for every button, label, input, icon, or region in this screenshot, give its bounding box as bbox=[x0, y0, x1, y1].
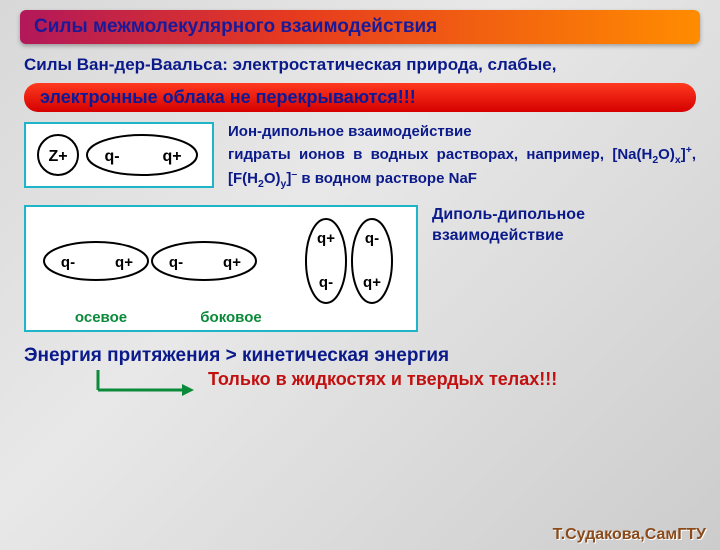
axial-label: осевое bbox=[36, 309, 166, 326]
dipole-neg: q- bbox=[104, 148, 119, 165]
ion-dipole-row: Z+ q- q+ Ион-дипольное взаимодействие ги… bbox=[0, 122, 720, 191]
dipole-dipole-diagram: q- q+ q- q+ q+ q- q- q+ осевое боковое bbox=[24, 205, 418, 332]
dd-a2-neg: q- bbox=[169, 254, 183, 271]
ion-label: Z+ bbox=[48, 148, 67, 165]
title-text: Силы межмолекулярного взаимодействия bbox=[34, 16, 437, 37]
side-label: боковое bbox=[166, 309, 296, 326]
highlight-text: электронные облака не перекрываются!!! bbox=[40, 87, 416, 107]
dd-v2-pos: q+ bbox=[363, 274, 381, 291]
ion-dipole-text: гидраты ионов в водных растворах, наприм… bbox=[228, 146, 696, 187]
dd-a1-neg: q- bbox=[61, 254, 75, 271]
dd-v1-pos: q+ bbox=[317, 230, 335, 247]
conclusion-text: Только в жидкостях и твердых телах!!! bbox=[208, 368, 696, 391]
arrow-icon bbox=[90, 368, 200, 408]
dd-v1-neg: q- bbox=[319, 274, 333, 291]
dd-v2-neg: q- bbox=[365, 230, 379, 247]
ion-dipole-description: Ион-дипольное взаимодействие гидраты ион… bbox=[228, 122, 696, 191]
energy-line: Энергия притяжения > кинетическая энерги… bbox=[0, 332, 720, 368]
highlight-bar: электронные облака не перекрываются!!! bbox=[24, 83, 696, 112]
dipole-dipole-row: q- q+ q- q+ q+ q- q- q+ осевое боковое Д… bbox=[0, 191, 720, 332]
ion-dipole-heading: Ион-дипольное взаимодействие bbox=[228, 123, 472, 140]
dipole-dipole-heading: Диполь-дипольное взаимодействие bbox=[432, 205, 696, 247]
dipole-pos: q+ bbox=[162, 148, 181, 165]
dipole-dipole-svg: q- q+ q- q+ q+ q- q- q+ bbox=[36, 215, 406, 307]
dd-a2-pos: q+ bbox=[223, 254, 241, 271]
signature: Т.Судакова,СамГТУ bbox=[553, 526, 706, 544]
dd-a1-pos: q+ bbox=[115, 254, 133, 271]
title-bar: Силы межмолекулярного взаимодействия bbox=[20, 10, 700, 44]
ion-dipole-svg: Z+ q- q+ bbox=[34, 130, 204, 180]
conclusion-row: Только в жидкостях и твердых телах!!! bbox=[0, 368, 720, 408]
ion-dipole-diagram: Z+ q- q+ bbox=[24, 122, 214, 188]
subtitle: Силы Ван-дер-Ваальса: электростатическая… bbox=[0, 52, 720, 79]
